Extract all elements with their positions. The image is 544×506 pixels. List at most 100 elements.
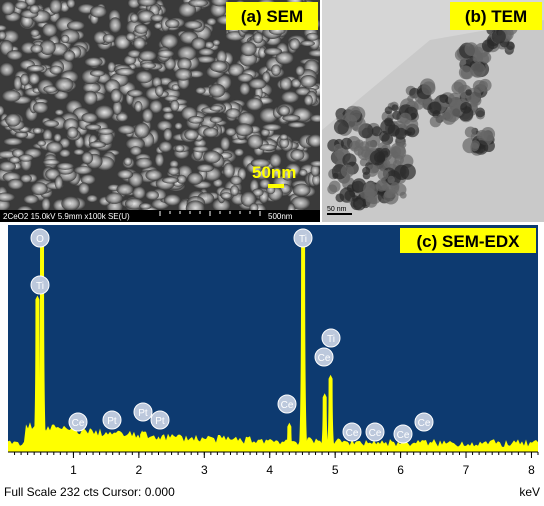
sem-grain xyxy=(135,71,152,84)
sem-grain xyxy=(168,166,180,175)
sem-grain xyxy=(56,163,74,170)
x-tick-label: 3 xyxy=(201,463,208,477)
peak-label: Ce xyxy=(346,428,359,439)
tem-particle xyxy=(391,104,398,111)
sem-grain xyxy=(210,105,223,111)
sem-grain xyxy=(210,60,228,72)
sem-grain xyxy=(223,163,235,179)
sem-grain xyxy=(196,164,213,172)
sem-grain xyxy=(300,40,315,46)
sem-grain xyxy=(132,186,145,199)
sem-grain xyxy=(290,149,304,161)
tem-particle xyxy=(341,165,354,178)
sem-grain xyxy=(30,44,42,53)
sem-grain xyxy=(61,35,69,43)
sem-grain xyxy=(184,20,203,29)
sem-grain xyxy=(140,62,156,69)
sem-grain xyxy=(203,150,221,163)
peak-label: Ce xyxy=(72,418,85,429)
sem-grain xyxy=(134,101,142,113)
sem-grain xyxy=(235,123,253,136)
sem-grain xyxy=(203,127,218,137)
sem-grain xyxy=(253,32,263,43)
sem-grain xyxy=(134,123,150,139)
sem-grain xyxy=(134,24,148,34)
tem-particle xyxy=(399,113,411,125)
sem-grain xyxy=(130,13,139,22)
sem-grain xyxy=(78,183,90,195)
sem-grain xyxy=(55,175,63,189)
tem-particle xyxy=(460,102,472,114)
sem-grain xyxy=(280,134,289,140)
sem-grain xyxy=(103,34,115,43)
sem-grain xyxy=(81,113,98,123)
sem-grain xyxy=(170,100,179,112)
sem-grain xyxy=(7,179,23,190)
sem-scale-mark xyxy=(268,184,284,188)
sem-grain xyxy=(1,1,15,15)
sem-grain xyxy=(162,177,179,184)
sem-grain xyxy=(42,159,60,165)
tem-particle xyxy=(378,169,389,180)
sem-grain xyxy=(299,169,308,176)
sem-grain xyxy=(206,18,216,26)
tem-particle xyxy=(372,167,378,173)
tem-particle xyxy=(429,102,442,115)
sem-grain xyxy=(23,195,38,204)
sem-grain xyxy=(278,106,290,116)
sem-grain xyxy=(83,91,97,106)
tem-particle xyxy=(391,182,400,191)
sem-grain xyxy=(29,5,39,14)
tem-particle xyxy=(470,99,478,107)
sem-grain xyxy=(15,1,28,9)
sem-grain xyxy=(248,78,266,89)
x-tick-label: 4 xyxy=(266,463,273,477)
x-tick-label: 2 xyxy=(136,463,143,477)
sem-grain xyxy=(300,75,316,88)
sem-grain xyxy=(209,84,226,98)
sem-grain xyxy=(145,190,159,200)
tem-particle xyxy=(492,29,506,43)
sem-grain xyxy=(187,172,203,185)
sem-grain xyxy=(2,90,21,102)
sem-grain xyxy=(165,19,179,28)
sem-grain xyxy=(293,184,311,197)
sem-grain xyxy=(142,108,153,122)
tem-particle xyxy=(362,167,370,175)
sem-grain xyxy=(139,50,157,61)
sem-grain xyxy=(287,122,306,128)
tem-particle xyxy=(473,80,486,93)
sem-grain xyxy=(116,112,128,121)
tem-particle xyxy=(482,40,494,52)
sem-grain xyxy=(117,125,135,135)
sem-grain xyxy=(304,95,313,106)
sem-grain xyxy=(130,146,142,156)
sem-grain xyxy=(67,21,85,31)
sem-grain xyxy=(240,42,256,57)
sem-grain xyxy=(289,38,300,50)
tem-particle xyxy=(353,197,366,210)
tem-particle xyxy=(385,106,393,114)
tem-particle xyxy=(422,81,436,95)
sem-grain xyxy=(308,134,323,148)
sem-grain xyxy=(20,74,29,86)
sem-grain xyxy=(55,77,74,91)
peak-label: Ti xyxy=(36,281,44,292)
peak-label: O xyxy=(36,234,44,245)
sem-grain xyxy=(184,129,199,140)
tem-particle xyxy=(481,127,495,141)
sem-grain xyxy=(33,102,48,114)
tem-particle xyxy=(395,128,407,140)
sem-grain xyxy=(192,146,209,153)
sem-grain xyxy=(220,137,230,151)
sem-grain xyxy=(159,141,173,153)
sem-grain xyxy=(225,128,236,137)
tem-scale: 50 nm xyxy=(327,206,347,213)
x-tick-label: 7 xyxy=(463,463,470,477)
sem-grain xyxy=(246,98,263,111)
sem-grain xyxy=(271,64,281,76)
sem-grain xyxy=(27,65,45,72)
sem-grain xyxy=(105,192,123,203)
sem-grain xyxy=(163,128,172,141)
tem-particle xyxy=(465,126,476,137)
